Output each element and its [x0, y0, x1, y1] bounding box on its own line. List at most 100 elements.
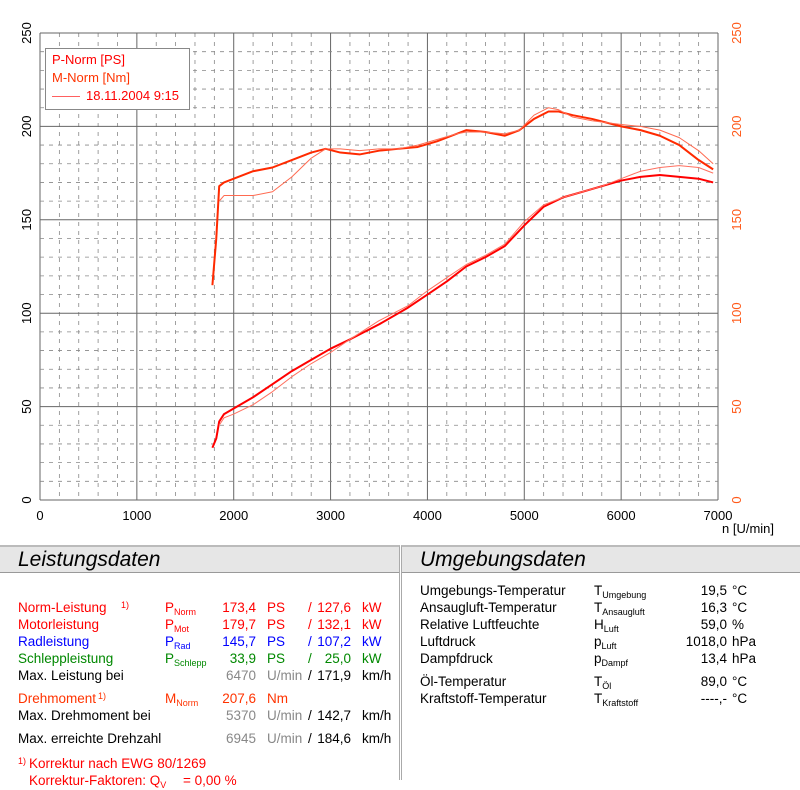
row-unit-1: PS [267, 651, 286, 666]
y-right-tick-label: 0 [729, 496, 744, 503]
row-value: 59,0 [700, 617, 727, 632]
legend-m-norm: M-Norm [Nm] [52, 70, 130, 85]
panel-title: Umgebungsdaten [402, 547, 800, 573]
row-unit-1: PS [267, 600, 286, 615]
y-right-tick-label: 200 [729, 116, 744, 138]
row-unit: °C [732, 691, 748, 706]
chart-legend: P-Norm [PS] M-Norm [Nm] 18.11.2004 9:15 [45, 48, 190, 110]
footnote-2: Korrektur-Faktoren: QV [29, 773, 166, 790]
row-label: Max. Drehmoment bei [18, 708, 151, 723]
row-separator: / [308, 634, 312, 649]
row-symbol: TAnsaugluft [594, 600, 645, 617]
row-unit: % [732, 617, 745, 632]
symbol-subscript: Rad [174, 641, 191, 651]
row-symbol: HLuft [594, 617, 619, 634]
row-separator: / [308, 731, 312, 746]
legend-run-label: 18.11.2004 9:15 [86, 88, 180, 103]
y-right-tick-label: 100 [729, 302, 744, 324]
legend-p-norm: P-Norm [PS] [52, 52, 125, 67]
row-label: Kraftstoff-Temperatur [420, 691, 547, 706]
row-value-2: 25,0 [324, 651, 351, 666]
row-value-2: 171,9 [317, 668, 351, 683]
row-value-2: 142,7 [317, 708, 351, 723]
row-separator: / [308, 651, 312, 666]
row-unit-2: km/h [362, 731, 392, 746]
footnote-1: Korrektur nach EWG 80/1269 [29, 756, 207, 771]
x-tick-label: 5000 [510, 508, 539, 523]
row-label: Relative Luftfeuchte [420, 617, 540, 632]
series-line-p-norm-run-2 [218, 165, 714, 426]
symbol: H [594, 617, 604, 632]
footnote-2-value: = 0,00 % [183, 773, 237, 788]
row-symbol: TÖl [594, 674, 611, 691]
symbol-subscript: Norm [176, 698, 199, 708]
row-unit-2: km/h [362, 708, 392, 723]
row-unit-2: kW [362, 651, 382, 666]
y-left-tick-label: 50 [19, 399, 34, 413]
row-value-1: 5370 [225, 708, 256, 723]
symbol: T [594, 691, 603, 706]
row-value-1: 6470 [225, 668, 256, 683]
row-unit: °C [732, 583, 748, 598]
symbol: Korrektur-Faktoren: Q [29, 773, 161, 788]
panel-title: Leistungsdaten [0, 547, 399, 573]
y-left-tick-label: 0 [19, 496, 34, 503]
row-value: 16,3 [700, 600, 727, 615]
row-separator: / [308, 668, 312, 683]
symbol-subscript: Öl [602, 681, 612, 691]
row-value: 1018,0 [685, 634, 727, 649]
row-separator: / [308, 708, 312, 723]
row-value: 13,4 [700, 651, 727, 666]
row-unit: °C [732, 674, 748, 689]
row-value-1: 173,4 [222, 600, 256, 615]
row-label: Ansaugluft-Temperatur [420, 600, 557, 615]
x-tick-label: 2000 [219, 508, 248, 523]
symbol: p [594, 651, 602, 666]
y-left-tick-label: 250 [19, 22, 34, 44]
symbol-subscript: Dampf [601, 658, 629, 668]
legend-run: 18.11.2004 9:15 [52, 87, 189, 105]
footnote-mark: 1) [18, 756, 27, 766]
leistungsdaten-panel: Leistungsdaten Norm-Leistung 1) PNorm 173,4… [0, 545, 400, 790]
row-label: Drehmoment [18, 691, 97, 706]
y-left-tick-label: 150 [19, 209, 34, 231]
footnote-mark: 1) [98, 691, 107, 701]
series-line-m-norm-nm- [211, 110, 714, 286]
row-separator: / [308, 617, 312, 632]
x-tick-label: 3000 [316, 508, 345, 523]
symbol-subscript: Umgebung [602, 590, 647, 600]
row-unit: °C [732, 600, 748, 615]
row-value-1: 207,6 [222, 691, 256, 706]
row-label: Öl-Temperatur [420, 674, 507, 689]
row-value-1: 33,9 [229, 651, 256, 666]
row-unit-1: Nm [267, 691, 288, 706]
row-label: Motorleistung [18, 617, 100, 632]
row-unit: hPa [732, 651, 757, 666]
symbol-subscript: Kraftstoff [602, 698, 639, 708]
symbol: M [165, 691, 177, 706]
symbol: p [594, 634, 602, 649]
row-unit-2: km/h [362, 668, 392, 683]
row-label: Max. Leistung bei [18, 668, 124, 683]
row-label: Luftdruck [420, 634, 476, 649]
row-unit-1: U/min [267, 708, 303, 723]
x-tick-label: 7000 [704, 508, 733, 523]
symbol: P [165, 651, 175, 666]
row-symbol: MNorm [165, 691, 198, 708]
row-value-2: 107,2 [317, 634, 351, 649]
row-symbol: PNorm [165, 600, 196, 617]
series-line-m-norm-run-2 [218, 107, 714, 202]
row-unit-1: PS [267, 634, 286, 649]
symbol-subscript: Schlepp [174, 658, 207, 668]
row-label: Radleistung [18, 634, 90, 649]
row-symbol: TKraftstoff [594, 691, 638, 708]
y-right-tick-label: 50 [729, 399, 744, 413]
row-label: Max. erreichte Drehzahl [18, 731, 162, 746]
row-unit-2: kW [362, 600, 382, 615]
legend-line-swatch [52, 96, 80, 98]
x-tick-label: 6000 [607, 508, 636, 523]
row-unit: hPa [732, 634, 757, 649]
x-axis-label: n [U/min] [722, 521, 774, 536]
symbol: T [594, 600, 603, 615]
row-symbol: PMot [165, 617, 189, 634]
